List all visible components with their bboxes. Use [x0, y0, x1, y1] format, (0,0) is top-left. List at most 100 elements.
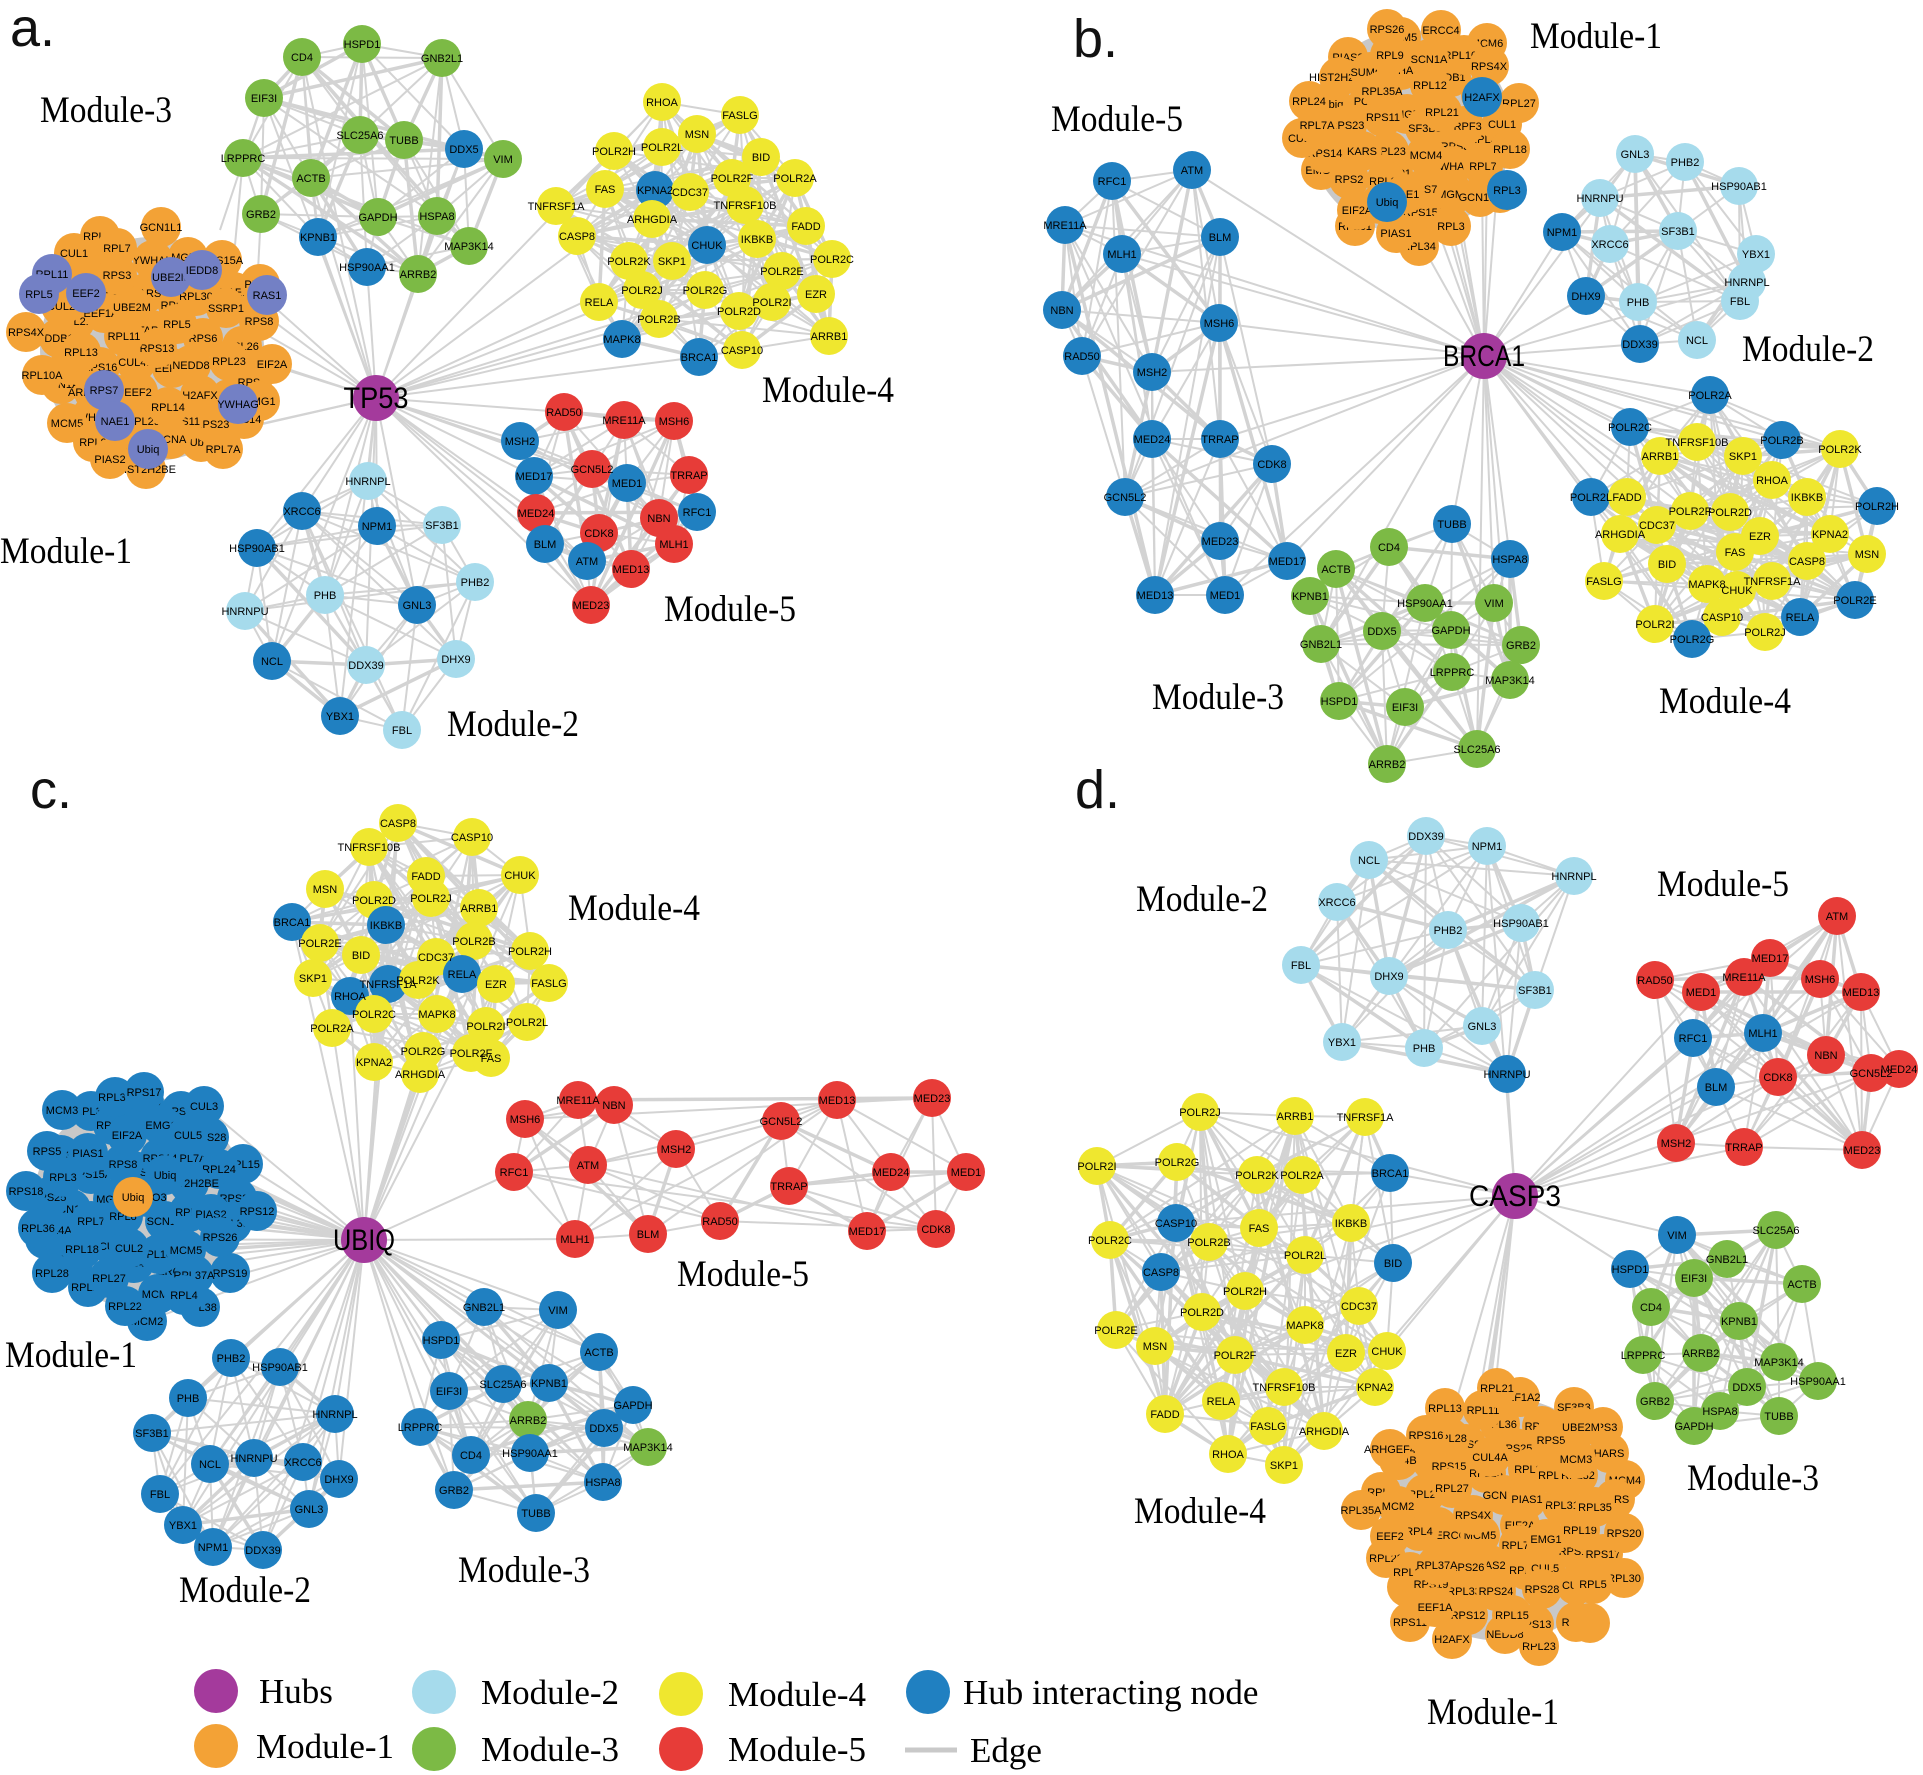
svg-text:KPNB1: KPNB1 — [1292, 591, 1328, 603]
svg-text:RAD50: RAD50 — [1064, 351, 1099, 363]
svg-text:TNFRSF10B: TNFRSF10B — [1666, 437, 1729, 449]
svg-text:CUL5: CUL5 — [174, 1130, 202, 1142]
svg-text:RPL33: RPL33 — [1447, 1586, 1481, 1598]
svg-text:MED1: MED1 — [1210, 590, 1241, 602]
svg-text:EZR: EZR — [805, 289, 827, 301]
svg-text:Module-2: Module-2 — [1742, 329, 1874, 370]
svg-text:d.: d. — [1075, 760, 1120, 820]
svg-text:SF3B1: SF3B1 — [135, 1428, 169, 1440]
svg-text:MLH1: MLH1 — [659, 539, 688, 551]
svg-text:NPM1: NPM1 — [198, 1542, 229, 1554]
svg-text:POLR2E: POLR2E — [1833, 595, 1876, 607]
svg-text:SKP1: SKP1 — [1270, 1460, 1298, 1472]
svg-text:Module-2: Module-2 — [447, 704, 579, 745]
svg-text:POLR2J: POLR2J — [1179, 1107, 1221, 1119]
svg-text:TNFRSF10B: TNFRSF10B — [714, 200, 777, 212]
svg-text:SKP1: SKP1 — [299, 973, 327, 985]
svg-text:RPS23: RPS23 — [1330, 120, 1365, 132]
svg-text:VIM: VIM — [493, 154, 513, 166]
svg-text:POLR2L: POLR2L — [641, 142, 683, 154]
svg-text:MED1: MED1 — [1686, 987, 1717, 999]
svg-text:CUL3: CUL3 — [190, 1101, 218, 1113]
svg-text:Module-3: Module-3 — [1152, 677, 1284, 718]
svg-text:SCN1A: SCN1A — [1411, 54, 1448, 66]
svg-text:IKBKB: IKBKB — [741, 234, 773, 246]
svg-text:DDX5: DDX5 — [1367, 626, 1396, 638]
svg-text:MAP3K14: MAP3K14 — [1754, 1357, 1804, 1369]
svg-text:POLR2G: POLR2G — [1155, 1157, 1200, 1169]
svg-text:CUL1: CUL1 — [1488, 119, 1516, 131]
svg-text:Hubs: Hubs — [259, 1672, 333, 1711]
svg-text:ARRB1: ARRB1 — [811, 331, 848, 343]
svg-text:TUBB: TUBB — [521, 1508, 550, 1520]
svg-text:FASLG: FASLG — [1586, 576, 1621, 588]
svg-text:PHB2: PHB2 — [217, 1353, 246, 1365]
svg-text:POLR2C: POLR2C — [1608, 422, 1652, 434]
svg-text:GAPDH: GAPDH — [613, 1400, 652, 1412]
svg-text:RPS12: RPS12 — [1451, 1610, 1486, 1622]
svg-text:POLR2K: POLR2K — [1235, 1170, 1279, 1182]
svg-text:Ubiq: Ubiq — [122, 1192, 145, 1204]
svg-text:POLR2I: POLR2I — [1635, 619, 1674, 631]
svg-text:ACTB: ACTB — [584, 1347, 613, 1359]
svg-text:Module-1: Module-1 — [1530, 16, 1662, 57]
svg-text:FBL: FBL — [1291, 960, 1311, 972]
svg-text:RPS26: RPS26 — [1450, 1562, 1485, 1574]
svg-text:Module-5: Module-5 — [1051, 99, 1183, 140]
svg-text:ATM: ATM — [576, 556, 598, 568]
svg-text:MED24: MED24 — [1881, 1064, 1918, 1076]
svg-text:EMG1: EMG1 — [1530, 1534, 1561, 1546]
svg-text:TRRAP: TRRAP — [670, 470, 707, 482]
svg-text:HNRNPL: HNRNPL — [312, 1409, 357, 1421]
svg-text:Module-3: Module-3 — [1687, 1458, 1819, 1499]
svg-text:CHUK: CHUK — [1721, 585, 1753, 597]
svg-text:NBN: NBN — [602, 1100, 625, 1112]
svg-text:TNFRSF1A: TNFRSF1A — [360, 979, 418, 991]
svg-text:HSPA8: HSPA8 — [1702, 1406, 1737, 1418]
svg-text:RPL5: RPL5 — [25, 289, 53, 301]
svg-text:c.: c. — [30, 760, 72, 820]
svg-text:HNRNPL: HNRNPL — [1551, 871, 1596, 883]
svg-text:ARRB1: ARRB1 — [1277, 1111, 1314, 1123]
svg-text:RPL21: RPL21 — [1480, 1383, 1514, 1395]
svg-text:GAPDH: GAPDH — [1674, 1421, 1713, 1433]
svg-text:KPNB1: KPNB1 — [300, 232, 336, 244]
svg-text:HSPD1: HSPD1 — [423, 1335, 460, 1347]
svg-text:BRCA1: BRCA1 — [274, 917, 311, 929]
svg-text:RPS17: RPS17 — [127, 1087, 162, 1099]
svg-text:VIM: VIM — [548, 1305, 568, 1317]
svg-text:RPS2: RPS2 — [1335, 174, 1364, 186]
svg-text:PIAS2: PIAS2 — [94, 454, 125, 466]
svg-text:RFC1: RFC1 — [500, 1167, 529, 1179]
svg-text:SF3B1: SF3B1 — [1518, 985, 1552, 997]
svg-text:PHB2: PHB2 — [461, 577, 490, 589]
svg-text:Edge: Edge — [970, 1731, 1042, 1770]
svg-text:SLC25A6: SLC25A6 — [479, 1379, 526, 1391]
svg-text:GRB2: GRB2 — [1506, 640, 1536, 652]
svg-text:KPNB1: KPNB1 — [531, 1378, 567, 1390]
svg-text:CDK8: CDK8 — [1257, 459, 1286, 471]
svg-text:YBX1: YBX1 — [169, 1520, 197, 1532]
svg-text:RPL11: RPL11 — [108, 331, 141, 343]
svg-text:CASP8: CASP8 — [1789, 556, 1825, 568]
svg-text:SKP1: SKP1 — [658, 256, 686, 268]
svg-text:PHB: PHB — [314, 590, 337, 602]
svg-text:Module-3: Module-3 — [40, 90, 172, 131]
svg-text:UBIQ: UBIQ — [333, 1224, 395, 1257]
svg-text:RPL36: RPL36 — [21, 1223, 55, 1235]
svg-text:EZR: EZR — [485, 979, 507, 991]
svg-text:POLR2L: POLR2L — [1284, 1250, 1326, 1262]
svg-text:MCM5: MCM5 — [170, 1245, 202, 1257]
svg-text:POLR2D: POLR2D — [352, 895, 396, 907]
svg-text:Hub interacting node: Hub interacting node — [963, 1673, 1258, 1712]
svg-text:Module-2: Module-2 — [179, 1570, 311, 1611]
svg-text:RPL30: RPL30 — [1607, 1573, 1641, 1585]
svg-text:HSPA8: HSPA8 — [1492, 554, 1527, 566]
svg-text:NBN: NBN — [1050, 305, 1073, 317]
svg-text:MSH2: MSH2 — [505, 436, 536, 448]
svg-text:ARRB2: ARRB2 — [1369, 759, 1406, 771]
svg-text:XRCC6: XRCC6 — [1318, 897, 1355, 909]
svg-text:MSN: MSN — [1143, 1341, 1168, 1353]
svg-text:MCM4: MCM4 — [1410, 150, 1442, 162]
svg-text:MSN: MSN — [685, 129, 710, 141]
